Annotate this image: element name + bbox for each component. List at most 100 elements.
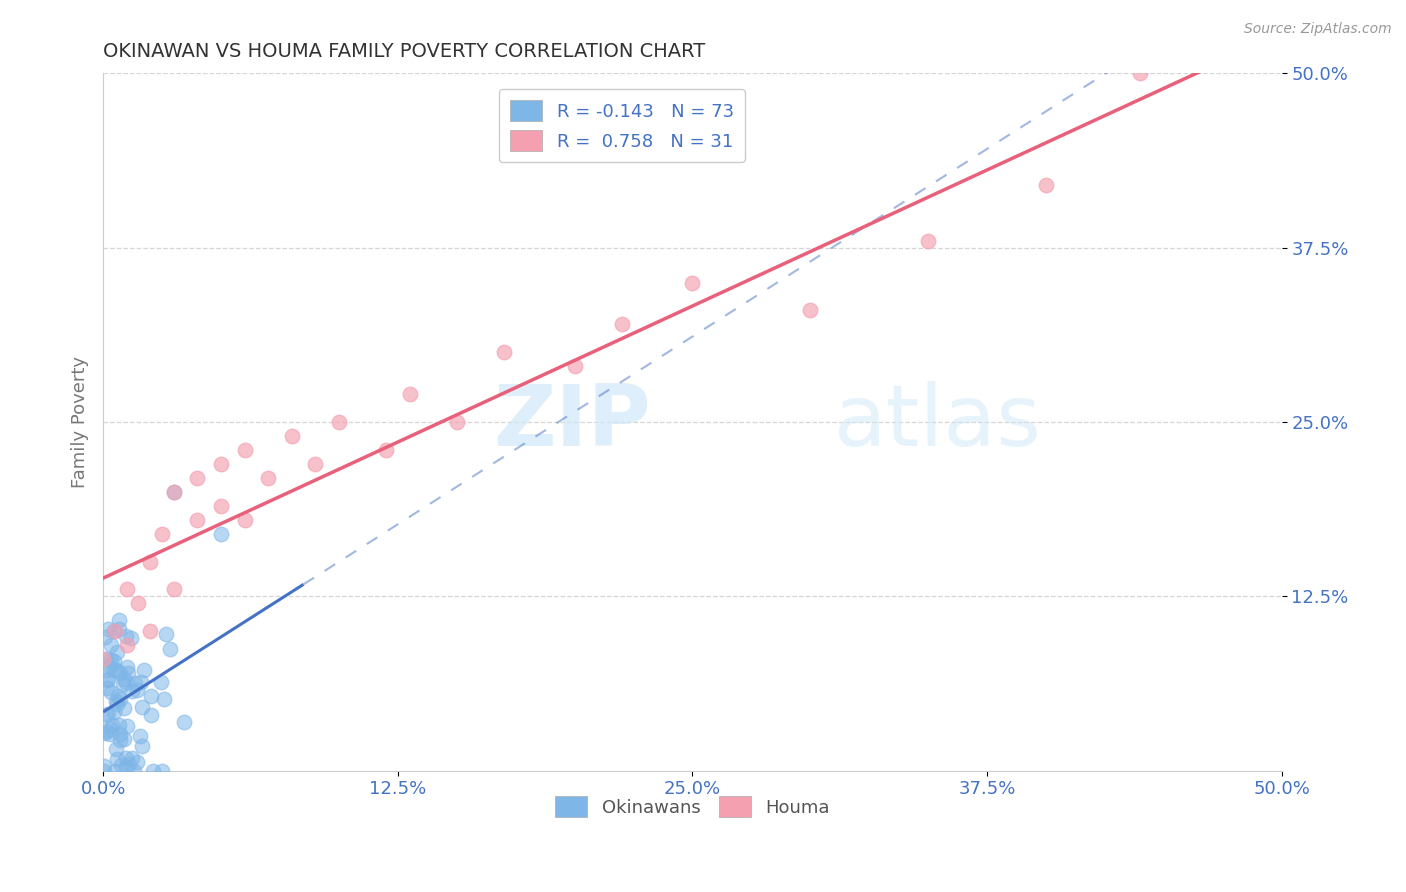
Point	[103, 705, 125, 719]
Point	[97, 622, 120, 636]
Point	[127, 596, 149, 610]
Point	[93, 764, 115, 778]
Point	[115, 674, 138, 689]
Point	[108, 727, 131, 741]
Point	[117, 718, 139, 732]
Point	[1129, 66, 1152, 80]
Point	[96, 652, 118, 666]
Point	[110, 692, 132, 706]
Point	[93, 630, 115, 644]
Point	[209, 499, 232, 513]
Point	[103, 654, 125, 668]
Point	[100, 638, 122, 652]
Point	[105, 694, 128, 708]
Point	[100, 685, 122, 699]
Point	[96, 672, 118, 686]
Point	[446, 415, 468, 429]
Text: OKINAWAN VS HOUMA FAMILY POVERTY CORRELATION CHART: OKINAWAN VS HOUMA FAMILY POVERTY CORRELA…	[103, 42, 706, 61]
Point	[111, 677, 134, 691]
Point	[93, 759, 115, 773]
Point	[98, 726, 121, 740]
Point	[681, 276, 703, 290]
Point	[105, 698, 128, 712]
Point	[100, 722, 122, 736]
Point	[115, 638, 138, 652]
Point	[173, 714, 195, 729]
Point	[150, 675, 173, 690]
Text: atlas: atlas	[834, 381, 1042, 464]
Point	[142, 764, 165, 778]
Point	[128, 729, 150, 743]
Point	[105, 752, 128, 766]
Point	[398, 387, 420, 401]
Point	[108, 665, 131, 680]
Point	[100, 653, 122, 667]
Point	[98, 659, 121, 673]
Point	[124, 675, 146, 690]
Point	[159, 641, 181, 656]
Point	[917, 234, 939, 248]
Point	[107, 689, 129, 703]
Point	[492, 345, 515, 359]
Point	[112, 672, 135, 686]
Point	[103, 663, 125, 677]
Point	[280, 429, 302, 443]
Point	[104, 764, 127, 778]
Point	[115, 760, 138, 774]
Point	[104, 624, 127, 639]
Legend: Okinawans, Houma: Okinawans, Houma	[547, 789, 837, 824]
Point	[139, 624, 162, 639]
Y-axis label: Family Poverty: Family Poverty	[72, 356, 89, 488]
Point	[115, 582, 138, 597]
Point	[129, 675, 152, 690]
Point	[141, 689, 163, 703]
Point	[122, 764, 145, 778]
Point	[108, 613, 131, 627]
Point	[117, 660, 139, 674]
Point	[105, 664, 128, 678]
Point	[105, 742, 128, 756]
Point	[233, 513, 256, 527]
Point	[163, 484, 186, 499]
Point	[121, 684, 143, 698]
Point	[141, 707, 163, 722]
Point	[110, 757, 132, 772]
Point	[564, 359, 586, 374]
Text: Source: ZipAtlas.com: Source: ZipAtlas.com	[1244, 22, 1392, 37]
Point	[163, 484, 186, 499]
Point	[163, 582, 186, 597]
Point	[132, 663, 155, 677]
Point	[257, 471, 280, 485]
Point	[105, 645, 128, 659]
Point	[125, 755, 148, 769]
Point	[375, 442, 398, 457]
Point	[304, 457, 326, 471]
Point	[150, 764, 173, 778]
Point	[186, 471, 208, 485]
Point	[108, 622, 131, 636]
Point	[131, 739, 153, 753]
Point	[209, 526, 232, 541]
Point	[121, 751, 143, 765]
Point	[96, 673, 118, 687]
Point	[103, 624, 125, 638]
Point	[110, 733, 132, 747]
Point	[94, 726, 117, 740]
Point	[115, 629, 138, 643]
Point	[139, 554, 162, 568]
Point	[107, 718, 129, 732]
Point	[152, 692, 174, 706]
Point	[91, 652, 114, 666]
Point	[118, 756, 141, 771]
Point	[101, 718, 124, 732]
Point	[209, 457, 232, 471]
Point	[1035, 178, 1057, 192]
Point	[114, 701, 136, 715]
Point	[155, 627, 177, 641]
Point	[131, 699, 153, 714]
Point	[96, 681, 118, 696]
Point	[112, 731, 135, 746]
Point	[96, 663, 118, 677]
Point	[94, 708, 117, 723]
Point	[233, 442, 256, 457]
